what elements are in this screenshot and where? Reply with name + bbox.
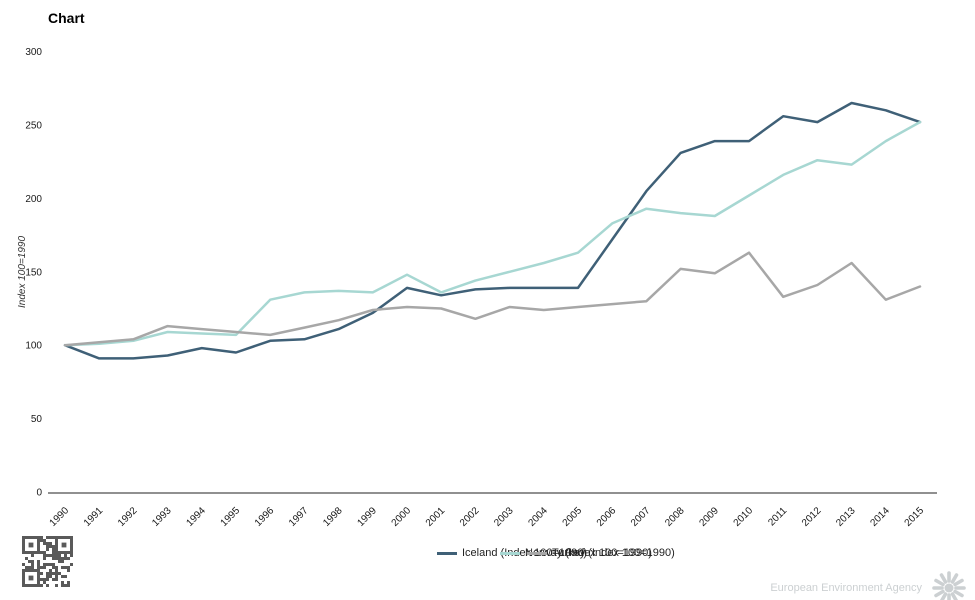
legend-item-iceland[interactable]: Iceland (Index 100=1990) <box>437 547 587 559</box>
y-tick-label: 250 <box>25 121 42 132</box>
eea-flower-logo-icon <box>932 571 966 600</box>
x-tick-label: 1998 <box>321 505 345 529</box>
x-tick-label: 2007 <box>629 505 653 529</box>
x-tick-label: 1994 <box>184 505 208 529</box>
x-tick-label: 2010 <box>732 505 756 529</box>
legend-label-iceland: Iceland (Index 100=1990) <box>462 547 588 559</box>
legend-swatch-norway <box>500 551 520 555</box>
legend-item-turkey[interactable]: Turkey (Index 100=1990) <box>527 547 675 559</box>
x-tick-label: 2002 <box>458 505 482 529</box>
x-tick-label: 2006 <box>595 505 619 529</box>
x-tick-label: 2013 <box>834 505 858 529</box>
series-line-norway <box>63 120 922 347</box>
x-tick-label: 1996 <box>253 505 277 529</box>
legend-label-norway: Norway (Index 100=1990) <box>525 547 652 559</box>
series-line-iceland <box>63 101 922 360</box>
x-tick-label: 2004 <box>526 505 550 529</box>
x-tick-label: 2012 <box>800 505 824 529</box>
legend-swatch-iceland <box>437 551 457 555</box>
y-tick-label: 200 <box>25 194 42 205</box>
y-tick-label: 0 <box>36 488 42 499</box>
x-tick-label: 2015 <box>903 505 927 529</box>
legend-item-norway[interactable]: Norway (Index 100=1990) <box>500 547 652 559</box>
x-tick-label: 1993 <box>150 505 174 529</box>
series-line-turkey <box>63 251 922 347</box>
x-tick-label: 2014 <box>868 505 892 529</box>
legend-label-turkey: Turkey (Index 100=1990) <box>552 547 675 559</box>
legend-swatch-turkey <box>527 551 547 555</box>
y-axis-title: Index 100=1990 <box>17 236 28 308</box>
y-tick-label: 100 <box>25 341 42 352</box>
y-tick-label: 300 <box>25 47 42 58</box>
y-tick-label: 50 <box>31 414 43 425</box>
x-tick-label: 1997 <box>287 505 311 529</box>
x-tick-label: 2008 <box>663 505 687 529</box>
x-tick-label: 1995 <box>219 505 243 529</box>
chart-title: Chart <box>48 10 85 26</box>
eea-credit: European Environment Agency <box>770 570 967 600</box>
x-tick-label: 2001 <box>424 505 448 529</box>
x-tick-label: 2005 <box>561 505 585 529</box>
x-tick-label: 2000 <box>390 505 414 529</box>
x-tick-label: 2003 <box>492 505 516 529</box>
x-tick-label: 2009 <box>697 505 721 529</box>
x-tick-label: 1992 <box>116 505 140 529</box>
y-tick-label: 150 <box>25 267 42 278</box>
x-tick-label: 2011 <box>766 505 789 528</box>
x-tick-label: 1990 <box>48 505 72 529</box>
x-tick-label: 1991 <box>82 505 106 529</box>
qr-code-icon <box>22 536 73 587</box>
line-chart: 0 50 100 150 200 250 300 Index 100=1990 1990 1991… <box>17 47 937 529</box>
eea-credit-text: European Environment Agency <box>770 582 922 594</box>
x-tick-label: 1999 <box>355 505 379 529</box>
